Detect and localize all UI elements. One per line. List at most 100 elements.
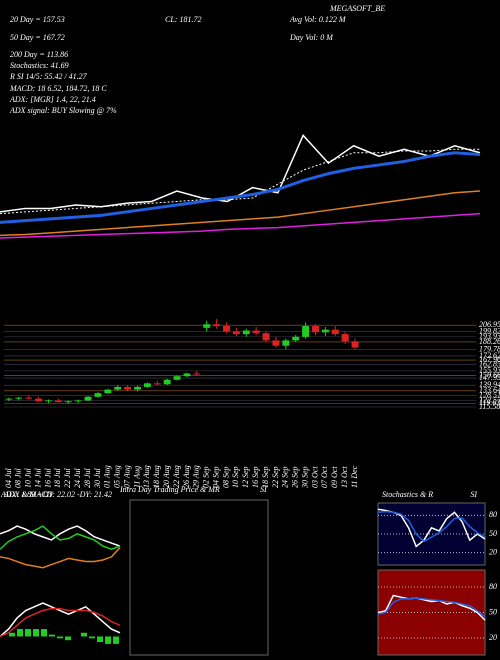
candle-body <box>252 330 260 334</box>
candle-body <box>183 373 191 377</box>
series-line <box>0 148 480 215</box>
series-line <box>0 525 121 550</box>
panel-subtitle: SI <box>260 485 267 494</box>
x-tick-label: 11 Dec <box>350 465 359 488</box>
annotation: Stochastics: 41.69 <box>10 61 69 70</box>
annotation: 200 Day = 113.86 <box>10 50 68 59</box>
y-tick-label: 20 <box>489 633 497 642</box>
series-line <box>377 594 486 621</box>
y-tick-label: 147.95 <box>479 373 500 382</box>
candle-body <box>292 336 300 341</box>
x-tick-label: 08 Sep <box>221 466 230 488</box>
series-line <box>377 510 486 543</box>
series-line <box>0 151 481 224</box>
candle-body <box>84 396 92 401</box>
x-tick-label: 04 Sep <box>211 466 220 488</box>
x-tick-label: 07 Aug <box>122 465 131 488</box>
series-line <box>0 607 121 638</box>
y-tick-label: 119.63 <box>479 398 500 407</box>
candle-body <box>203 324 211 328</box>
candle-body <box>242 330 250 335</box>
annotation: CL: 181.72 <box>165 15 201 24</box>
x-tick-label: 01 Aug <box>103 465 112 488</box>
histogram-bar <box>81 632 87 637</box>
panel-title: ADX & MACD <box>3 490 53 499</box>
x-tick-label: 08 Jul <box>14 467 23 488</box>
y-tick-label: 167.96 <box>479 355 500 364</box>
series-line <box>0 547 121 569</box>
series-line <box>0 602 121 638</box>
x-tick-label: 30 Sep <box>300 466 309 489</box>
x-tick-label: 24 Sep <box>281 466 290 488</box>
x-tick-label: 13 Aug <box>142 465 151 488</box>
candle-body <box>193 373 201 375</box>
y-tick-label: 128.51 <box>479 390 500 399</box>
x-tick-label: 28 Jul <box>83 467 92 488</box>
candle-body <box>15 397 23 399</box>
histogram-bar <box>105 636 111 644</box>
candle-body <box>282 340 290 346</box>
series-line <box>0 212 481 239</box>
annotation: ADX signal: BUY Slowing @ 7% <box>9 106 117 115</box>
annotation: 50 Day = 167.72 <box>10 33 65 42</box>
candle-body <box>54 400 62 403</box>
y-tick-label: 150.66 <box>479 370 500 379</box>
x-tick-label: 04 Jul <box>4 467 13 488</box>
y-tick-label: 155.93 <box>479 366 500 375</box>
x-tick-label: 11 Aug <box>132 466 141 488</box>
x-tick-label: 05 Aug <box>113 465 122 488</box>
panel-subtitle: SI <box>470 490 477 499</box>
candle-body <box>341 334 349 342</box>
y-tick-label: 122.57 <box>479 396 500 405</box>
x-tick-label: 22 Sep <box>271 466 280 488</box>
candle-body <box>331 329 339 335</box>
candle-body <box>5 398 13 400</box>
histogram-bar <box>9 632 15 637</box>
y-tick-label: 139.94 <box>479 380 500 389</box>
panel-subtitle: ADX: 1.89 +DY: 22.02 -DY: 21.42 <box>0 490 112 499</box>
candle-body <box>213 324 221 327</box>
y-tick-label: 193.93 <box>479 332 500 341</box>
y-tick-label: 80 <box>489 582 497 591</box>
y-tick-label: 172.62 <box>479 351 500 360</box>
x-tick-label: 18 Sep <box>261 466 270 488</box>
y-tick-label: 50 <box>489 607 497 616</box>
x-tick-label: 09 Oct <box>330 466 339 488</box>
candle-body <box>351 341 359 348</box>
x-tick-label: 20 Aug <box>162 465 171 488</box>
x-tick-label: 24 Jul <box>73 467 82 488</box>
candle-body <box>153 383 161 385</box>
y-tick-label: 133.64 <box>479 386 500 395</box>
histogram-bar <box>65 636 71 641</box>
series-line <box>377 597 486 618</box>
x-tick-label: 18 Aug <box>152 465 161 488</box>
x-tick-label: 13 Oct <box>340 466 349 488</box>
candle-body <box>134 386 141 390</box>
panel-title: Intra Day Trading Price & MR <box>119 485 220 494</box>
x-tick-label: 10 Sep <box>231 466 240 488</box>
candle-body <box>321 329 329 333</box>
histogram-bar <box>33 629 39 637</box>
y-tick-label: 162.85 <box>479 360 500 369</box>
y-tick-label: 199.82 <box>479 326 500 335</box>
histogram-bar <box>57 636 63 639</box>
x-tick-label: 18 Jul <box>53 467 62 488</box>
y-tick-label: 115.58 <box>479 402 500 411</box>
panel-title: Stochastics & R <box>382 490 433 499</box>
annotation: Avg Vol: 0.122 M <box>289 15 347 24</box>
x-tick-label: 02 Sep <box>202 466 211 488</box>
x-tick-label: 03 Oct <box>310 466 319 488</box>
annotation: R SI 14/5: 55.42 / 41.27 <box>9 72 88 81</box>
series-line <box>0 133 481 213</box>
candle-body <box>94 393 102 397</box>
candle-body <box>223 326 230 332</box>
annotation: ADX: [MGR] 1.4, 22, 21.4 <box>9 95 96 104</box>
panel-background <box>377 569 486 656</box>
candle-body <box>114 386 122 390</box>
histogram-bar <box>97 636 103 643</box>
candle-body <box>163 379 171 385</box>
candle-body <box>143 383 151 387</box>
y-tick-label: 206.95 <box>479 320 500 329</box>
y-tick-label: 188.26 <box>479 337 500 346</box>
